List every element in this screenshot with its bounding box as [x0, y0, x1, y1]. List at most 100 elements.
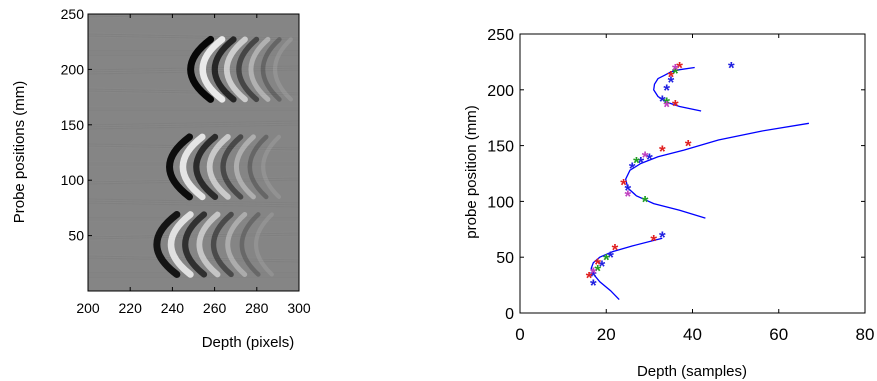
heatmap-wavefront	[239, 212, 261, 277]
scatter-point: *	[594, 255, 601, 274]
scatter-point: *	[642, 148, 649, 167]
heatmap-noise-line	[88, 33, 299, 39]
scatter-point: *	[590, 264, 597, 283]
scatter-point: *	[599, 257, 606, 276]
heatmap-wavefront	[193, 133, 219, 201]
heatmap-noise-line	[88, 199, 299, 205]
scatter-point: *	[625, 187, 632, 206]
heatmap-wavefront	[206, 134, 231, 200]
left-x-ticks: 200 220 240 260 280 300	[76, 14, 311, 316]
scatter-point: *	[672, 64, 679, 83]
heatmap-wavefront	[210, 211, 234, 278]
heatmap-wavefront	[187, 35, 215, 103]
scatter-point: *	[659, 92, 666, 111]
right-x-tick-label: 0	[515, 325, 524, 344]
scatter-point: *	[668, 67, 675, 86]
scatter-point: *	[590, 267, 597, 286]
heatmap-noise-line	[88, 88, 299, 94]
scatter-point: *	[659, 142, 666, 161]
heatmap-wavefront	[199, 36, 226, 103]
heatmap-noise-line	[88, 34, 299, 40]
heatmap-noise-line	[88, 14, 299, 19]
scatter-point: *	[668, 73, 675, 92]
heatmap-noise-line	[88, 87, 299, 93]
left-x-tick-label: 220	[119, 300, 143, 316]
scatter-point: *	[646, 150, 653, 169]
scatter-point: *	[637, 153, 644, 172]
right-y-tick-label: 200	[487, 83, 514, 100]
left-x-tick-label: 260	[203, 300, 227, 316]
heatmap-noise-line	[88, 123, 299, 129]
right-x-tick-label: 80	[856, 325, 875, 344]
heatmap-noise-line	[88, 234, 299, 240]
scatter-point: *	[659, 228, 666, 247]
right-x-label: Depth (samples)	[637, 363, 747, 380]
left-x-tick-label: 300	[287, 300, 311, 316]
heatmap-noise-line	[88, 176, 299, 182]
heatmap-noise-line	[88, 14, 273, 18]
scatter-point: *	[676, 58, 683, 77]
left-x-tick-label: 280	[245, 300, 269, 316]
scatter-point: *	[642, 192, 649, 211]
heatmap-noise-line	[88, 177, 299, 183]
left-y-ticks: 50 100 150 200 250	[61, 6, 92, 244]
heatmap-noise-line	[88, 254, 299, 260]
heatmap-noise-line	[88, 14, 220, 17]
heatmap-noise-line	[88, 255, 299, 261]
scatter-point: *	[650, 231, 657, 250]
right-plot-background	[520, 34, 865, 313]
right-y-tick-label: 150	[487, 139, 514, 156]
heatmap-noise-line	[88, 35, 299, 41]
right-y-tick-label: 0	[505, 306, 514, 323]
scatter-point: *	[633, 153, 640, 172]
heatmap-wavefront	[220, 134, 244, 200]
scatter-point: *	[629, 159, 636, 178]
scatter-point: *	[612, 240, 619, 259]
fit-curve	[653, 66, 702, 112]
heatmap-wavefront	[179, 133, 206, 201]
right-x-tick-label: 20	[597, 325, 616, 344]
scatter-point: *	[663, 94, 670, 113]
left-x-label: Depth (pixels)	[202, 334, 295, 351]
heatmap-noise-line	[88, 89, 299, 95]
heatmap-noise-line	[88, 90, 299, 96]
heatmap-wavefront	[260, 37, 282, 102]
left-x-tick-label: 240	[161, 300, 185, 316]
scatter-point: *	[586, 268, 593, 287]
heatmap-wavefront	[247, 134, 269, 200]
scatter-point: *	[663, 98, 670, 117]
left-y-tick-label: 250	[61, 6, 85, 22]
heatmap-wavefront	[166, 133, 194, 201]
right-x-tick-label: 40	[683, 325, 702, 344]
right-x-ticks: 0 20 40 60 80	[515, 34, 874, 344]
fit-curve	[590, 237, 663, 301]
scatter-point: *	[685, 137, 692, 156]
right-chart: *** **** * ******** *** *** ************ 0 20 40…	[463, 27, 874, 380]
left-y-tick-label: 100	[61, 172, 85, 188]
heatmap-noise-line	[88, 198, 299, 204]
heatmap-noise-line	[88, 14, 115, 15]
heatmap-wavefront	[236, 36, 260, 103]
right-y-label: probe position (mm)	[463, 105, 480, 238]
left-y-tick-label: 150	[61, 117, 85, 133]
heatmap-noise-line	[88, 122, 299, 128]
heatmap-noise-line	[88, 256, 299, 262]
heatmap-noise-line	[88, 235, 299, 241]
scatter-point: *	[594, 262, 601, 281]
heatmap-wavefront	[248, 36, 271, 102]
left-y-tick-label: 200	[61, 61, 85, 77]
right-y-tick-label: 250	[487, 27, 514, 44]
scatter-point: *	[672, 96, 679, 115]
scatter-point: *	[663, 81, 670, 100]
heatmap-noise-line	[88, 232, 299, 238]
heatmap-wavefront	[261, 134, 282, 200]
heatmap-noise-line	[88, 121, 299, 127]
right-plot-area: *** **** * ******** *** *** ************	[586, 58, 810, 301]
scatter-point: *	[672, 61, 679, 80]
heatmap-noise-line	[88, 91, 299, 97]
heatmap-wavefront	[211, 36, 237, 103]
left-chart: 200 220 240 260 280 300 50 100 150 200 250 Depth …	[11, 6, 311, 351]
heatmap-wavefront	[153, 210, 181, 278]
heatmap-noise-line	[88, 202, 299, 208]
heatmap-wavefront	[196, 211, 221, 278]
